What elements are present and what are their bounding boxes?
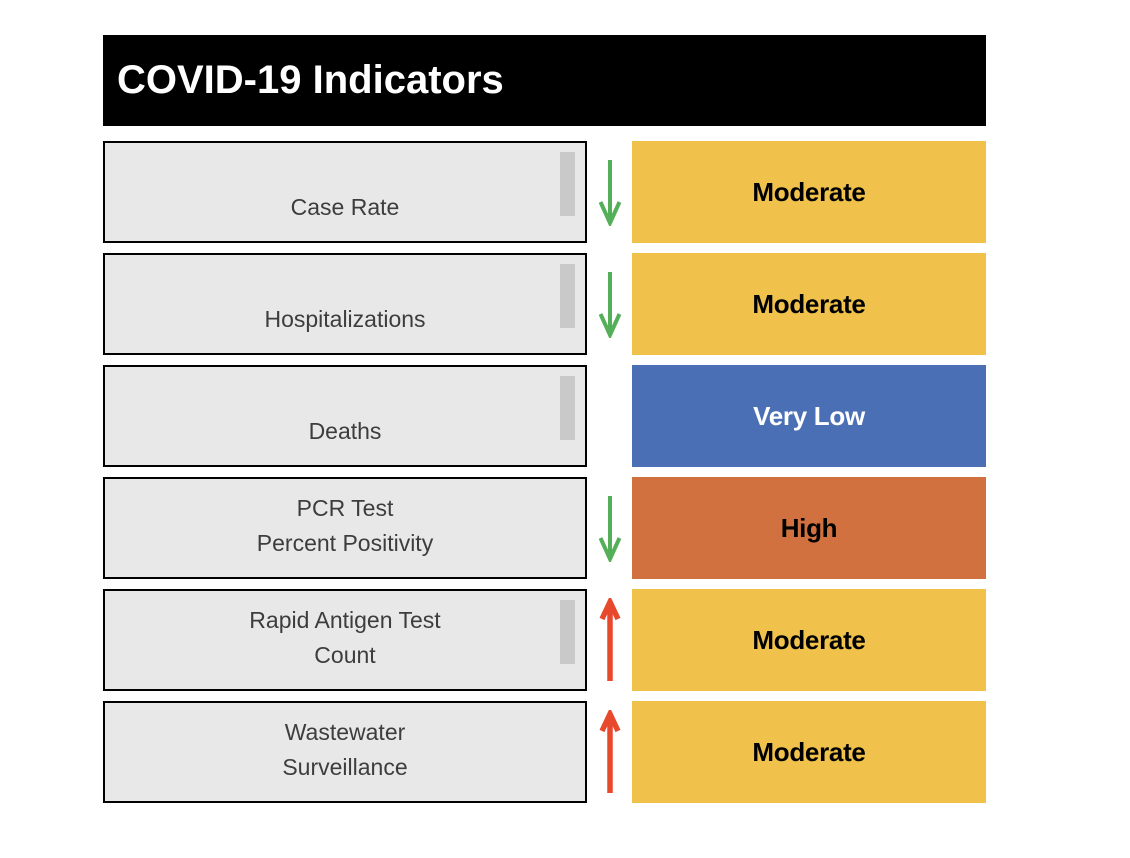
status-box: Moderate bbox=[632, 701, 986, 803]
scrollbar-thumb bbox=[560, 152, 575, 216]
trend-arrow bbox=[587, 589, 632, 691]
indicator-label-box: Hospitalizations bbox=[103, 253, 587, 355]
scrollbar-thumb bbox=[560, 600, 575, 664]
indicator-label: Hospitalizations bbox=[264, 306, 426, 332]
indicator-rows: Case Rate Moderate Hospitalizations Mode… bbox=[103, 141, 986, 813]
trend-arrow bbox=[587, 141, 632, 243]
trend-arrow bbox=[587, 253, 632, 355]
status-label: High bbox=[780, 512, 838, 543]
indicator-label: Wastewater Surveillance bbox=[282, 719, 408, 780]
page-title: COVID-19 Indicators bbox=[117, 58, 504, 102]
indicator-label-box: Case Rate bbox=[103, 141, 587, 243]
indicator-row: Deaths Very Low bbox=[103, 365, 986, 467]
status-label: Very Low bbox=[753, 400, 865, 431]
indicator-row: PCR Test Percent Positivity High bbox=[103, 477, 986, 579]
indicator-label-box: PCR Test Percent Positivity bbox=[103, 477, 587, 579]
trend-arrow bbox=[587, 477, 632, 579]
status-box: Moderate bbox=[632, 589, 986, 691]
scrollbar-thumb bbox=[560, 264, 575, 328]
indicator-label-box: Wastewater Surveillance bbox=[103, 701, 587, 803]
status-box: Moderate bbox=[632, 253, 986, 355]
indicator-label: Deaths bbox=[308, 418, 382, 444]
down-arrow-icon bbox=[598, 496, 621, 562]
trend-arrow bbox=[587, 701, 632, 803]
indicator-label: PCR Test Percent Positivity bbox=[256, 495, 434, 556]
status-box: Very Low bbox=[632, 365, 986, 467]
down-arrow-icon bbox=[598, 160, 621, 226]
indicator-row: Rapid Antigen Test Count Moderate bbox=[103, 589, 986, 691]
status-label: Moderate bbox=[752, 736, 866, 767]
title-bar: COVID-19 Indicators bbox=[103, 35, 986, 126]
status-label: Moderate bbox=[752, 288, 866, 319]
indicator-label-box: Rapid Antigen Test Count bbox=[103, 589, 587, 691]
indicator-row: Wastewater Surveillance Moderate bbox=[103, 701, 986, 803]
down-arrow-icon bbox=[598, 272, 621, 338]
indicator-label-box: Deaths bbox=[103, 365, 587, 467]
status-box: High bbox=[632, 477, 986, 579]
indicator-row: Hospitalizations Moderate bbox=[103, 253, 986, 355]
indicator-label: Case Rate bbox=[290, 194, 400, 220]
trend-arrow bbox=[587, 365, 632, 467]
up-arrow-icon bbox=[599, 597, 620, 681]
status-label: Moderate bbox=[752, 176, 866, 207]
scrollbar-thumb bbox=[560, 376, 575, 440]
indicator-label: Rapid Antigen Test Count bbox=[249, 607, 441, 668]
status-label: Moderate bbox=[752, 624, 866, 655]
indicator-row: Case Rate Moderate bbox=[103, 141, 986, 243]
up-arrow-icon bbox=[599, 709, 620, 793]
status-box: Moderate bbox=[632, 141, 986, 243]
